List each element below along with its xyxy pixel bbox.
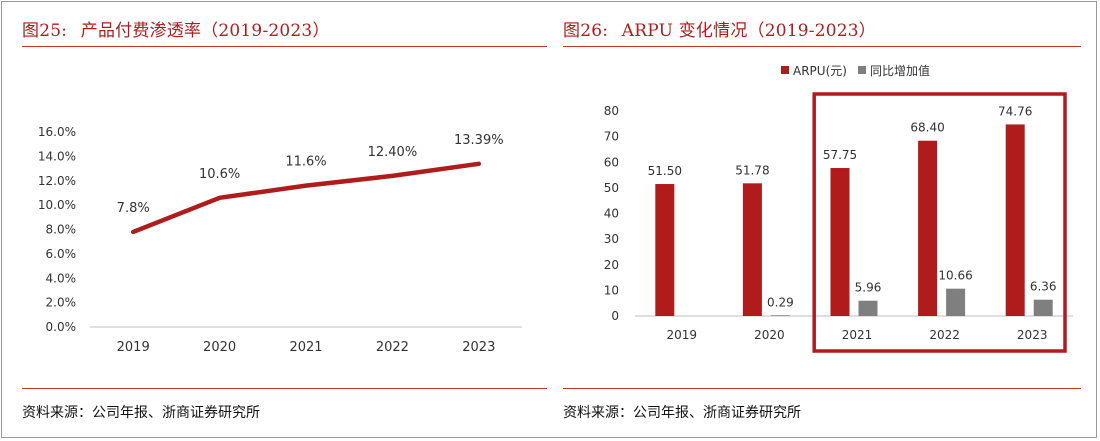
yoy-bar <box>946 288 966 316</box>
x-tick-label: 2020 <box>754 328 785 342</box>
y-tick-label: 6.0% <box>46 247 77 261</box>
data-label: 12.40% <box>368 145 418 160</box>
y-tick-label: 2.0% <box>46 296 77 310</box>
y-tick-label: 16.0% <box>38 125 76 139</box>
arpu-bar <box>1005 124 1025 317</box>
x-tick-label: 2023 <box>462 340 495 355</box>
left-panel: 图25: 产品付费渗透率（2019-2023） 0.0% 2.0% 4.0% 6.0%… <box>22 0 547 441</box>
data-label: 13.39% <box>454 133 504 148</box>
data-label: 7.8% <box>117 201 150 216</box>
left-title-text: 产品付费渗透率（2019-2023） <box>80 21 330 41</box>
yoy-value-label: 5.96 <box>855 281 882 295</box>
y-tick-label: 4.0% <box>46 271 77 285</box>
x-tick-label: 2022 <box>376 340 409 355</box>
data-label: 11.6% <box>285 155 326 170</box>
yoy-value-label: 10.66 <box>938 269 972 283</box>
right-source-note: 资料来源：公司年报、浙商证券研究所 <box>563 405 801 421</box>
y-tick-label: 8.0% <box>46 223 77 237</box>
left-panel-title: 图25: 产品付费渗透率（2019-2023） <box>22 16 338 41</box>
left-title-rule <box>22 46 547 47</box>
arpu-bar <box>918 140 938 316</box>
y-tick-label: 80 <box>604 104 619 118</box>
arpu-bar <box>655 184 675 316</box>
x-tick-label: 2019 <box>117 340 150 355</box>
x-tick-label: 2019 <box>667 328 698 342</box>
y-tick-label: 10 <box>604 283 619 297</box>
arpu-bar <box>742 183 762 316</box>
y-tick-label: 20 <box>604 258 619 272</box>
y-tick-label: 12.0% <box>38 174 76 188</box>
y-tick-label: 40 <box>604 207 619 221</box>
penetration-series-line <box>130 161 482 235</box>
right-panel-title: 图26: ARPU 变化情况（2019-2023） <box>563 16 884 41</box>
arpu-value-label: 51.50 <box>648 164 682 178</box>
highlight-box-2021-2023 <box>812 92 1067 353</box>
data-label: 10.6% <box>199 167 240 182</box>
x-tick-label: 2021 <box>842 328 873 342</box>
left-fig-label: 图25: <box>22 21 68 41</box>
y-tick-label: 60 <box>604 155 619 169</box>
right-title-text: ARPU 变化情况（2019-2023） <box>621 21 876 41</box>
y-tick-label: 70 <box>604 130 619 144</box>
right-source-rule <box>563 388 1081 389</box>
yoy-bar <box>858 300 878 316</box>
left-source-rule <box>22 388 547 389</box>
x-tick-label: 2021 <box>289 340 322 355</box>
legend-swatch-yoy <box>858 66 866 74</box>
arpu-bar-chart: ARPU(元) 同比增加值 0 10 20 30 40 50 60 70 80 2019 2020 202… <box>604 63 1073 353</box>
y-tick-label: 0.0% <box>46 320 77 334</box>
right-panel: 图26: ARPU 变化情况（2019-2023） ARPU(元) 同比增加值 0 1… <box>563 0 1083 441</box>
x-tick-label: 2020 <box>203 340 236 355</box>
arpu-bar <box>830 168 850 316</box>
right-title-rule <box>563 46 1081 47</box>
yoy-bar <box>1033 299 1053 316</box>
yoy-value-label: 6.36 <box>1030 280 1057 294</box>
legend-swatch-arpu <box>781 66 789 74</box>
arpu-value-label: 68.40 <box>910 121 944 135</box>
x-tick-label: 2022 <box>929 328 960 342</box>
y-tick-label: 50 <box>604 181 619 195</box>
right-fig-label: 图26: <box>563 21 609 41</box>
yoy-value-label: 0.29 <box>767 295 794 309</box>
arpu-value-label: 74.76 <box>998 104 1032 118</box>
penetration-line-chart: 0.0% 2.0% 4.0% 6.0% 8.0% 10.0% 12.0% 14.0% 16.0%… <box>38 125 522 355</box>
arpu-value-label: 51.78 <box>735 163 769 177</box>
left-source-note: 资料来源：公司年报、浙商证券研究所 <box>22 405 260 421</box>
legend-label-yoy: 同比增加值 <box>870 63 930 78</box>
y-tick-label: 14.0% <box>38 149 76 163</box>
y-tick-label: 10.0% <box>38 198 76 212</box>
x-tick-label: 2023 <box>1017 328 1048 342</box>
arpu-value-label: 57.75 <box>823 148 857 162</box>
yoy-bar <box>770 315 790 316</box>
y-tick-label: 30 <box>604 232 619 246</box>
y-tick-label: 0 <box>611 309 619 323</box>
legend-label-arpu: ARPU(元) <box>793 64 847 78</box>
